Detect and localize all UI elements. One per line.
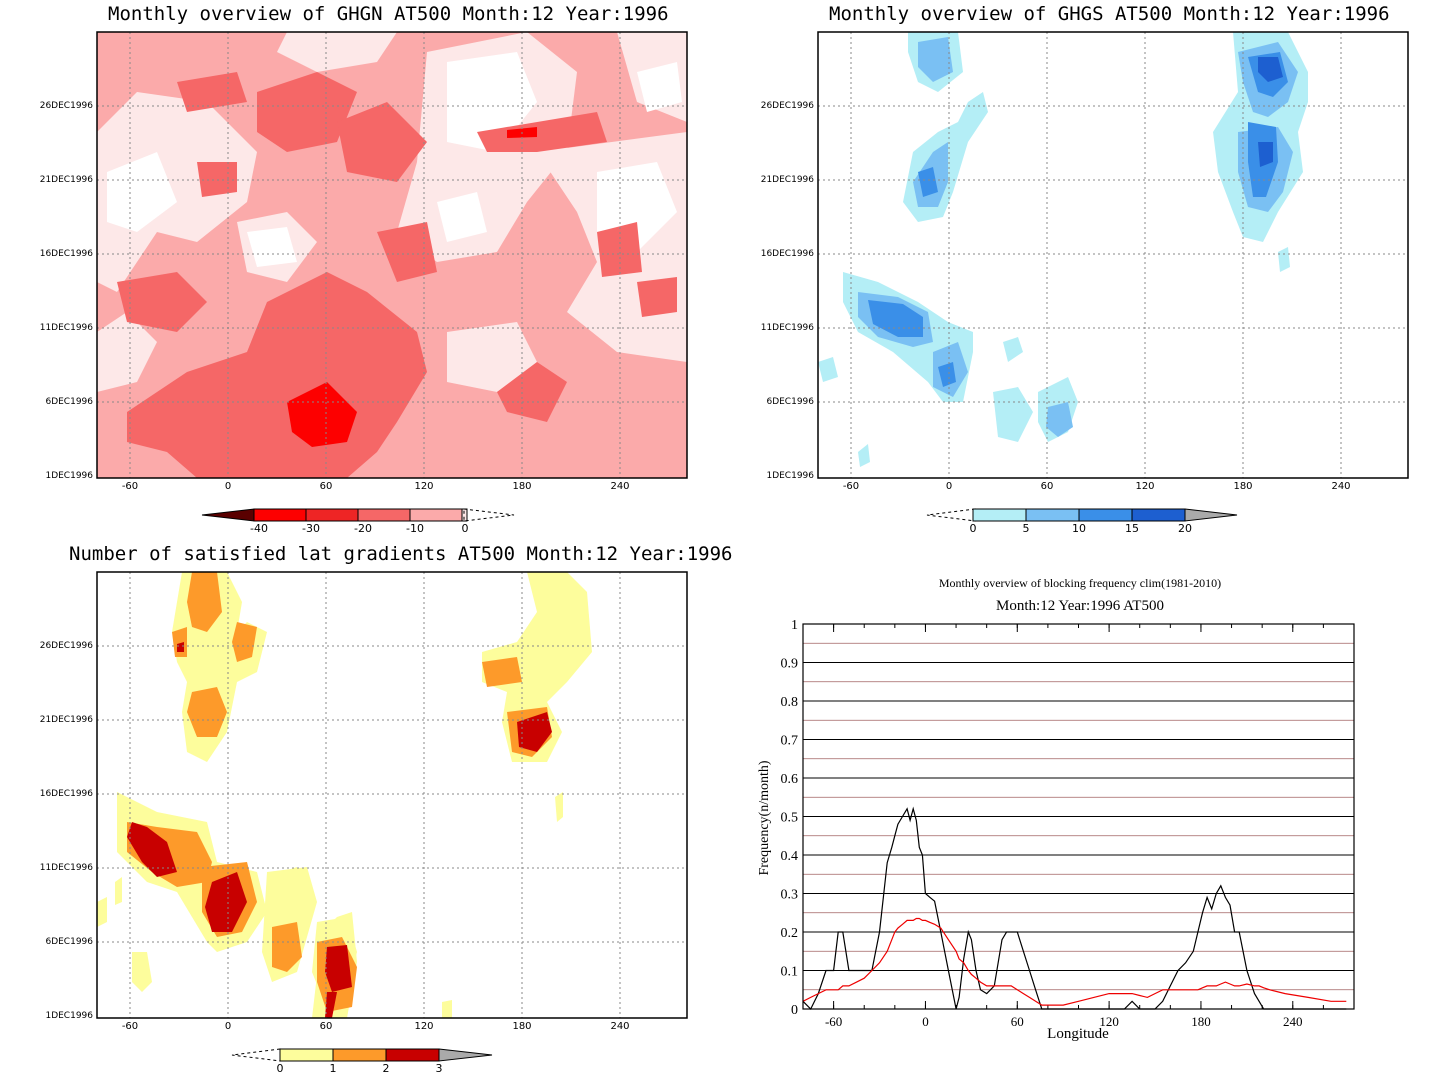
frequency-ytick: 0.6 [781,772,799,787]
ghgs-plot [817,31,1409,479]
ghgn-xtick: 240 [610,481,630,492]
gradients-cb-tick: 0 [276,1062,284,1075]
gradients-cb-tick: 1 [329,1062,337,1075]
frequency-plot: 0 0.1 0.2 0.3 0.4 0.5 0.6 0.7 0.8 0.9 1 -60 0 60 120 18… [781,618,1355,1029]
frequency-plot-frame [802,623,1355,1010]
ghgs-colorbar [926,508,1238,522]
ghgn-ytick: 6DEC1996 [45,397,93,407]
ghgn-xtick: -60 [121,481,139,492]
ghgs-xtick: 180 [1233,481,1253,492]
ghgs-cb-tick: 5 [1022,522,1030,535]
ghgn-ytick: 1DEC1996 [45,471,93,481]
ghgn-cb-tick: 0 [461,522,469,535]
gradients-cb-tick: 3 [435,1062,443,1075]
ghgs-cb-tick: 15 [1125,522,1139,535]
frequency-ytick: 0.5 [781,811,799,826]
frequency-xtick: -60 [825,1014,842,1029]
ghgs-ytick: 6DEC1996 [766,397,814,407]
ghgn-ytick: 16DEC1996 [39,249,93,259]
gradients-title: Number of satisfied lat gradients AT500 … [69,543,733,565]
gradients-xtick: 60 [319,1021,333,1032]
frequency-xtick: 120 [1099,1014,1119,1029]
frequency-ytick: 0.9 [781,657,799,672]
gradients-ytick: 11DEC1996 [39,863,93,873]
gradients-xtick: -60 [121,1021,139,1032]
frequency-ytick: 0.7 [781,734,799,749]
ghgn-colorbar [201,508,515,522]
gradients-xtick: 180 [512,1021,532,1032]
gradients-ytick: 21DEC1996 [39,715,93,725]
ghgs-ytick: 1DEC1996 [766,471,814,481]
frequency-ytick: 0.4 [781,849,799,864]
ghgn-xtick: 0 [224,481,232,492]
ghgs-title: Monthly overview of GHGS AT500 Month:12 … [829,3,1390,25]
frequency-xtick: 240 [1283,1014,1303,1029]
gradients-xtick: 240 [610,1021,630,1032]
ghgs-xtick: 0 [945,481,953,492]
frequency-subtitle: Month:12 Year:1996 AT500 [996,598,1164,614]
ghgs-cb-tick: 0 [969,522,977,535]
ghgs-xtick: 60 [1040,481,1054,492]
ghgn-xtick: 180 [512,481,532,492]
ghgn-xtick: 120 [414,481,434,492]
frequency-xtick: 60 [1011,1014,1024,1029]
frequency-title: Monthly overview of blocking frequency c… [938,576,1222,590]
ghgs-cb-tick: 10 [1072,522,1086,535]
ghgs-ytick: 11DEC1996 [760,323,814,333]
ghgn-title: Monthly overview of GHGN AT500 Month:12 … [108,3,669,25]
frequency-ytick: 0.2 [781,926,799,941]
gradients-xtick: 0 [224,1021,232,1032]
frequency-ytick: 0.1 [781,965,799,980]
frequency-ytick: 0.3 [781,888,799,903]
frequency-ytick: 0.8 [781,695,799,710]
ghgn-ytick: 26DEC1996 [39,101,93,111]
ghgs-xtick: 240 [1331,481,1351,492]
ghgs-xtick: 120 [1135,481,1155,492]
gradients-ytick: 6DEC1996 [45,937,93,947]
ghgn-cb-tick: -30 [302,522,320,535]
ghgs-cb-tick: 20 [1178,522,1192,535]
gradients-ytick: 26DEC1996 [39,641,93,651]
gradients-ytick: 16DEC1996 [39,789,93,799]
ghgn-xtick: 60 [319,481,333,492]
ghgn-cb-tick: -20 [354,522,372,535]
frequency-ytick: 0 [791,1003,798,1018]
ghgs-ytick: 21DEC1996 [760,175,814,185]
frequency-xtick: 0 [922,1014,929,1029]
ghgs-xtick: -60 [842,481,860,492]
ghgn-cb-tick: -10 [406,522,424,535]
ghgn-ytick: 21DEC1996 [39,175,93,185]
gradients-cb-tick: 2 [382,1062,390,1075]
ghgs-ytick: 16DEC1996 [760,249,814,259]
gradients-xtick: 120 [414,1021,434,1032]
ghgs-ytick: 26DEC1996 [760,101,814,111]
frequency-xtick: 180 [1191,1014,1211,1029]
frequency-ytick: 1 [791,618,798,633]
ghgn-ytick: 11DEC1996 [39,323,93,333]
frequency-series-line [802,917,1347,1006]
frequency-xlabel: Longitude [1047,1026,1109,1042]
frequency-series-line [802,806,1347,1011]
gradients-colorbar [231,1048,493,1062]
gradients-plot [96,571,688,1019]
ghgn-plot [96,31,688,479]
ghgn-cb-tick: -40 [250,522,268,535]
gradients-ytick: 1DEC1996 [45,1011,93,1021]
